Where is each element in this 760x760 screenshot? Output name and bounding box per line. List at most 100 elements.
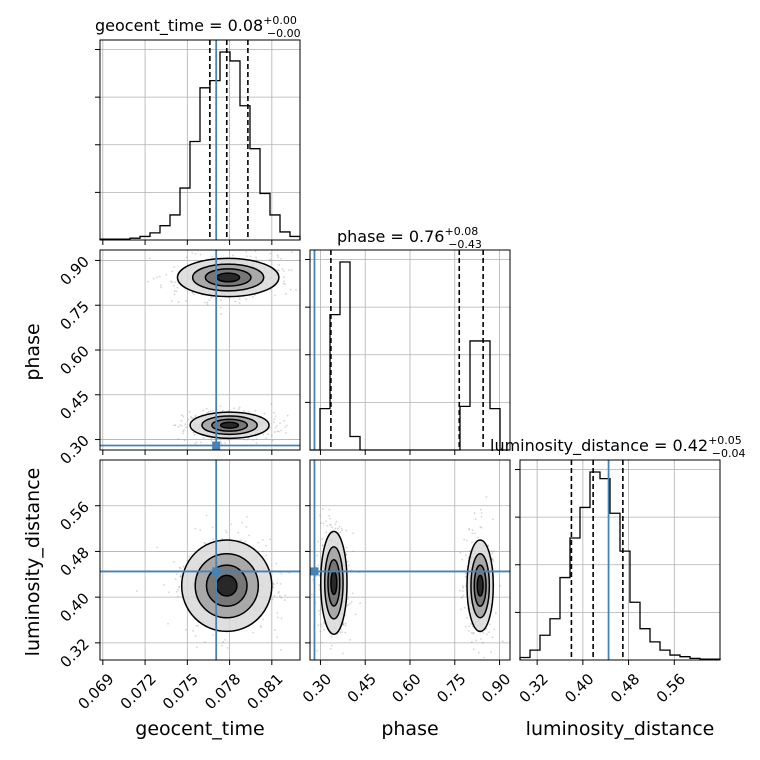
sample-point [464,585,467,587]
sample-point [283,599,286,601]
sample-point [471,529,474,532]
sample-point [341,527,343,530]
panel-frame [99,459,301,661]
sample-point [275,636,278,639]
contour-line [327,558,341,607]
sample-point [482,632,485,634]
sample-point [136,590,138,592]
title-phase: phase = 0.76+0.08 −0.43 [337,225,482,251]
sample-point [158,275,161,278]
sample-point [280,649,282,651]
sample-point [280,573,283,576]
sample-point [346,560,349,563]
sample-point [468,527,470,530]
sample-point [284,594,287,597]
panel-2-1: 0.30 0.45 0.60 0.75 0.90 [299,459,514,706]
sample-point [328,508,331,511]
sample-point [460,608,462,611]
sample-point [501,640,504,643]
sample-point [209,410,212,413]
sample-point [255,256,257,259]
sample-point [224,529,227,532]
sample-point [237,531,240,534]
sample-point [285,424,288,427]
sample-point [336,527,339,530]
sample-point [259,624,262,627]
sample-point [238,298,241,300]
sample-point [194,527,197,530]
sample-point [481,641,484,644]
sample-point [180,573,182,576]
sample-point [288,572,291,574]
sample-point [178,586,181,588]
sample-point [347,564,350,567]
sample-point [271,439,274,442]
sample-point [264,544,267,547]
sample-point [208,411,210,413]
sample-point [245,251,248,253]
sample-point [480,515,483,518]
sample-point [477,536,480,539]
sample-point [458,589,461,592]
x-tick-label: 0.48 [607,670,643,706]
sample-point [339,631,342,634]
sample-point [344,624,347,627]
sample-point [159,284,162,287]
sample-point [342,622,345,625]
sample-point [254,250,257,253]
sample-point [202,409,204,412]
y-tick-label: 0.45 [56,387,92,423]
sample-point [225,661,227,663]
sample-point [263,412,266,415]
x-tick-label: 0.56 [653,670,689,706]
sample-point [464,575,467,578]
sample-point [193,433,196,436]
sample-point [208,244,210,246]
sample-point [354,613,357,616]
sample-point [173,293,176,296]
sample-point [173,266,176,269]
sample-point [255,438,258,441]
sample-point [265,437,267,440]
panel-frame [309,249,511,451]
sample-point [307,279,309,281]
sample-point [168,591,170,594]
sample-point [219,306,222,309]
sample-point [184,423,187,426]
panel-1-1 [305,249,511,455]
sample-point [206,411,209,414]
sample-point [279,422,281,425]
sample-point [274,415,277,418]
sample-point [272,582,275,585]
density-fill [216,273,240,282]
sample-point [274,426,277,429]
sample-point [320,608,322,611]
sample-point [269,426,271,429]
sample-point [261,538,264,541]
sample-point [282,276,285,279]
sample-point [492,560,495,562]
x-tick-label: 0.90 [478,670,514,706]
sample-point [472,632,474,635]
sample-point [156,546,159,549]
sample-point [152,277,155,280]
sample-point [187,418,190,421]
sample-point [345,553,348,556]
sample-point [289,288,292,291]
sample-point [474,532,476,535]
sample-point [460,596,463,599]
sample-point [489,623,491,626]
sample-point [163,583,165,586]
sample-point [342,623,345,626]
sample-point [471,541,473,544]
sample-point [352,532,354,535]
sample-point [194,442,197,445]
sample-point [246,515,248,518]
sample-point [245,255,248,258]
yaxis-label-phase: phase [22,323,44,380]
yaxis-label-luminosity-distance: luminosity_distance [22,468,44,657]
sample-point [222,409,224,412]
density-fill [477,575,484,596]
sample-point [234,300,237,303]
sample-point [280,597,283,599]
